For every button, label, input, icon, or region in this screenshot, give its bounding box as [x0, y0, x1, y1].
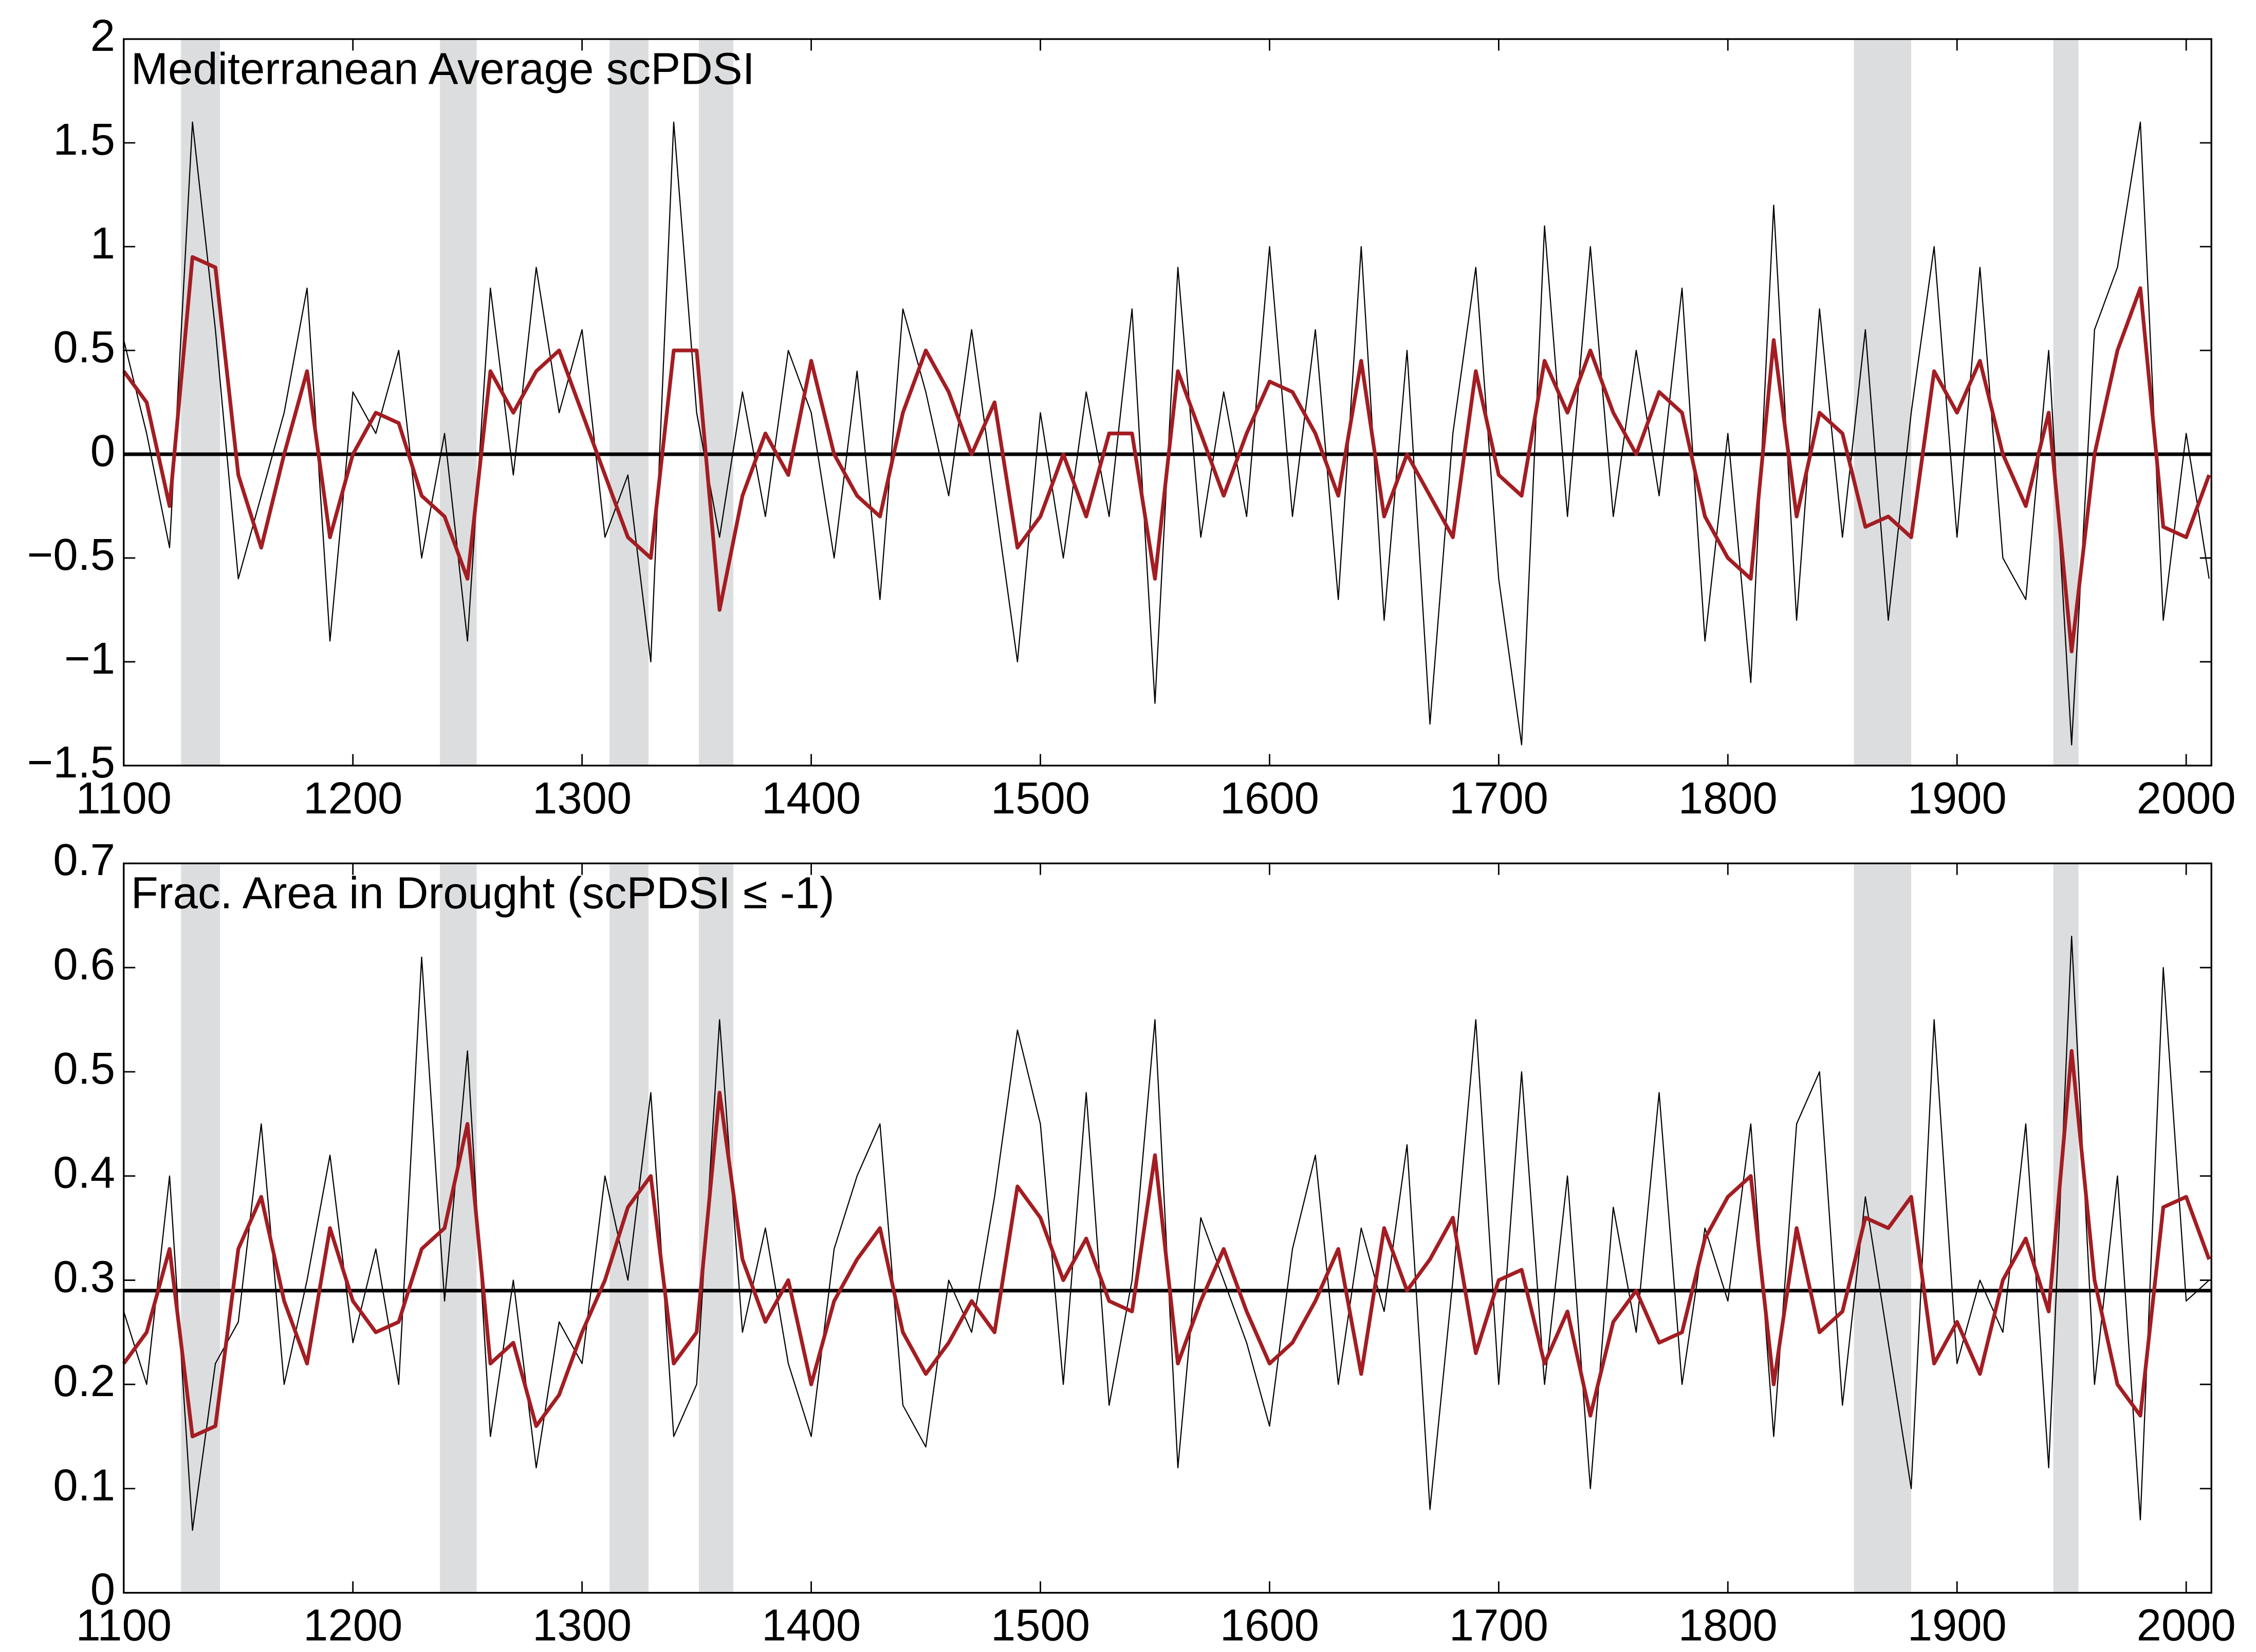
x-tick-label: 1700 [1449, 1601, 1548, 1650]
y-tick-label: −0.5 [27, 530, 115, 580]
y-tick-label: 0.3 [53, 1252, 115, 1302]
x-tick-label: 1700 [1449, 773, 1548, 823]
shaded-period [181, 39, 220, 766]
plot-frame [123, 38, 2212, 767]
y-tick-label: −1 [64, 634, 115, 683]
data-line [122, 255, 2211, 654]
x-tick-label: 2000 [2137, 1601, 2236, 1650]
y-tick-label: 0.4 [53, 1148, 115, 1198]
x-tick-label: 1100 [76, 1601, 172, 1650]
x-tick-label: 1400 [762, 1601, 861, 1650]
shaded-period [609, 863, 649, 1593]
y-tick-label: 0.7 [53, 835, 115, 885]
y-tick-label: 1 [90, 218, 115, 268]
x-tick-label: 1200 [303, 773, 402, 823]
panel-title: Mediterranean Average scPDSI [131, 44, 755, 94]
x-tick-label: 2000 [2137, 773, 2236, 823]
y-tick-label: 0.1 [53, 1460, 115, 1510]
x-tick-label: 1800 [1678, 1601, 1778, 1650]
shaded-period [181, 863, 220, 1593]
y-tick-label: 0.6 [53, 939, 115, 989]
y-tick-label: 0 [90, 426, 115, 476]
shaded-period [699, 39, 733, 766]
x-tick-label: 1900 [1908, 773, 2007, 823]
x-tick-label: 1400 [762, 773, 861, 823]
shaded-period [699, 863, 733, 1593]
y-tick-label: 1.5 [53, 115, 115, 164]
y-tick-label: 0 [90, 1565, 115, 1614]
y-tick-label: 0.2 [53, 1356, 115, 1406]
x-tick-label: 1300 [532, 773, 632, 823]
x-tick-label: 1600 [1220, 1601, 1319, 1650]
plot-frame [123, 862, 2212, 1594]
shaded-period [1854, 39, 1912, 766]
x-tick-label: 1600 [1220, 773, 1319, 823]
y-tick-label: 0.5 [53, 1044, 115, 1093]
panel-title: Frac. Area in Drought (scPDSI ≤ -1) [131, 868, 835, 918]
data-line [122, 1049, 2211, 1439]
shaded-period [440, 39, 477, 766]
x-tick-label: 1500 [991, 1601, 1090, 1650]
x-tick-label: 1900 [1908, 1601, 2007, 1650]
y-tick-label: 2 [90, 11, 115, 61]
y-tick-label: −1.5 [27, 737, 115, 787]
x-tick-label: 1300 [532, 1601, 632, 1650]
x-tick-label: 1800 [1678, 773, 1778, 823]
x-tick-label: 1500 [991, 773, 1090, 823]
y-tick-label: 0.5 [53, 322, 115, 372]
shaded-period [2053, 39, 2079, 766]
shaded-period [609, 39, 649, 766]
x-tick-label: 1200 [303, 1601, 402, 1650]
x-tick-label: 1100 [76, 773, 172, 823]
